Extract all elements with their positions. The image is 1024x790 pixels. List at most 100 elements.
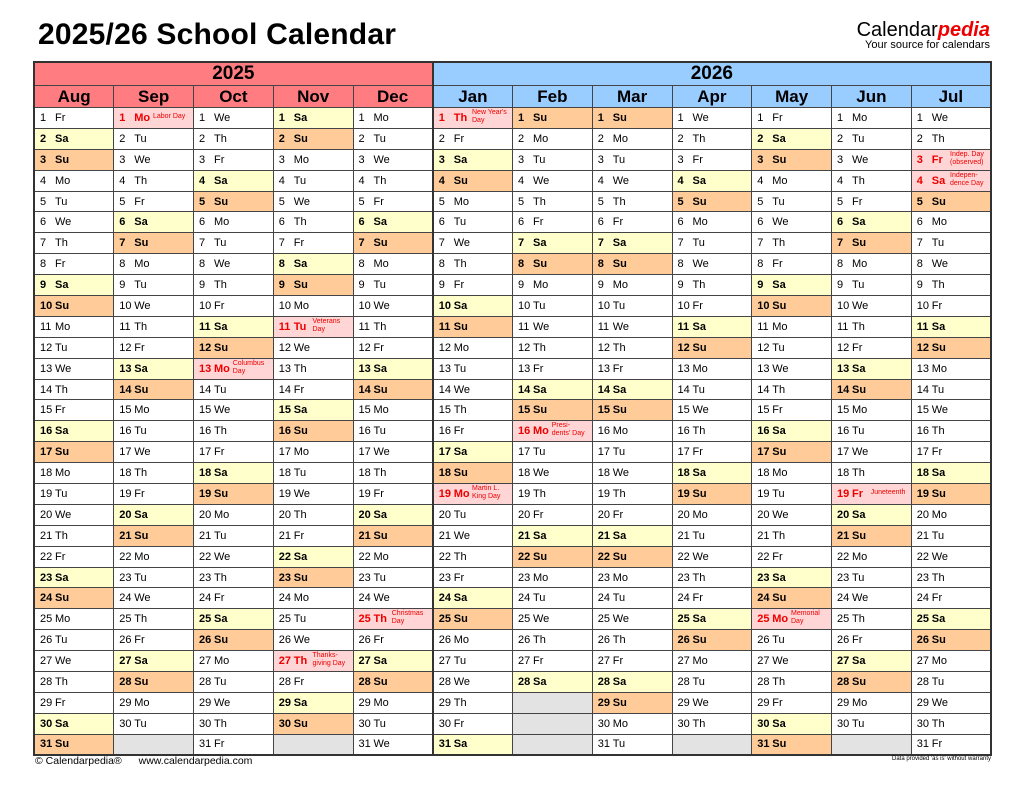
day-cell: 19 Su	[671, 483, 753, 505]
day-number: 9	[597, 279, 604, 292]
weekday: Su	[533, 404, 548, 417]
day-cell: 14 Tu	[193, 378, 274, 401]
day-number: 1	[518, 111, 525, 124]
day-cell: 30 Fr	[431, 712, 513, 735]
day-cell: 30 Tu	[831, 712, 912, 735]
day-number: 1	[677, 111, 684, 124]
day-cell: 7 Fr	[272, 232, 354, 255]
day-cell: 30 Th	[910, 712, 992, 735]
weekday: Fr	[55, 404, 66, 417]
weekday: Su	[55, 738, 70, 751]
day-cell: 2 Mo	[591, 127, 673, 150]
day-number: 10	[278, 299, 291, 312]
weekday: Fr	[533, 655, 544, 668]
day-cell: 15 We	[910, 399, 992, 422]
logo-tagline: Your source for calendars	[865, 39, 990, 51]
day-cell: 21 Th	[751, 524, 832, 547]
weekday: Tu	[134, 279, 147, 292]
day-number: 1	[358, 111, 365, 124]
calendarpedia-logo[interactable]: Calendarpedia Your source for calendars	[857, 20, 990, 51]
weekday: Su	[453, 467, 468, 480]
weekday: We	[931, 111, 949, 124]
day-cell: 7 Sa	[591, 232, 673, 255]
day-number: 6	[916, 216, 923, 229]
day-cell: 31 Fr	[910, 733, 992, 756]
day-number: 31	[199, 738, 212, 751]
day-number: 25	[837, 613, 850, 626]
day-number: 2	[518, 132, 525, 145]
day-cell: 2 Th	[910, 127, 992, 150]
day-number: 29	[199, 696, 212, 709]
weekday: We	[453, 237, 471, 250]
day-number: 6	[438, 216, 445, 229]
day-number: 30	[597, 717, 610, 730]
website-link[interactable]: www.calendarpedia.com	[138, 755, 253, 767]
day-cell: 23 Su	[272, 566, 354, 589]
day-cell: 7 Tu	[671, 232, 753, 255]
day-cell: 10 Su	[33, 295, 115, 317]
day-number: 20	[916, 508, 929, 521]
day-cell: 3 Su	[33, 148, 115, 171]
weekday: Tu	[134, 425, 147, 438]
day-cell: 10 We	[352, 295, 434, 317]
day-number: 12	[757, 341, 770, 354]
day-number: 27	[358, 655, 371, 668]
day-cell: 16 Mo	[591, 420, 673, 443]
day-cell: 11 Tu Veterans Day	[272, 315, 354, 338]
day-number: 8	[278, 258, 285, 271]
weekday: Su	[453, 320, 468, 333]
day-cell: 8 We	[910, 253, 992, 276]
weekday: Mo	[772, 174, 788, 187]
weekday: Sa	[852, 362, 866, 375]
day-cell: 27 We	[33, 650, 115, 673]
weekday: Su	[293, 571, 308, 584]
day-cell: 30 Sa	[33, 712, 115, 735]
day-cell: 29 Fr	[33, 691, 115, 714]
day-cell: 26 Fr	[831, 629, 912, 652]
weekday: Sa	[772, 571, 786, 584]
weekday: Sa	[55, 425, 69, 438]
day-number: 1	[438, 111, 445, 124]
day-cell: 29 We	[193, 691, 274, 714]
weekday: Fr	[293, 675, 305, 688]
day-cell: 6 Mo	[193, 211, 274, 234]
day-number: 20	[518, 508, 531, 521]
day-number: 27	[278, 655, 291, 668]
day-cell: 7 We	[431, 232, 513, 255]
weekday: Fr	[852, 487, 863, 500]
day-number: 21	[278, 529, 291, 542]
day-cell: 1 Th New Year's Day	[431, 107, 513, 129]
day-number: 30	[199, 717, 212, 730]
weekday: Tu	[612, 446, 626, 459]
day-cell: 16 Th	[193, 420, 274, 443]
weekday: Th	[692, 132, 706, 145]
weekday: Sa	[293, 111, 308, 124]
day-cell: 28 Tu	[193, 671, 274, 693]
day-cell: 29 Su	[591, 691, 673, 714]
day-number: 10	[757, 299, 770, 312]
day-cell: 20 Th	[272, 503, 354, 526]
weekday: We	[373, 738, 390, 751]
day-number: 22	[677, 550, 690, 563]
day-cell: 6 Fr	[591, 211, 673, 234]
day-cell: 23 Sa	[33, 566, 115, 589]
weekday: Th	[55, 237, 68, 250]
day-number: 26	[757, 634, 770, 647]
day-number: 3	[677, 153, 684, 166]
weekday: Th	[373, 467, 387, 480]
weekday: We	[533, 320, 550, 333]
day-cell: 15 We	[193, 399, 274, 422]
weekday: Tu	[692, 237, 705, 250]
day-cell: 14 Tu	[671, 378, 753, 401]
weekday: Tu	[692, 529, 705, 542]
weekday: Su	[293, 425, 308, 438]
day-cell: 19 Fr	[352, 483, 434, 505]
day-cell: 20 We	[751, 503, 832, 526]
calendar-row: 23 Sa 23 Tu 23 Th 23 Su 23 Tu 23 Fr 23 Mo 23 Mo 23 Th 23 Sa…	[33, 566, 992, 589]
weekday: Fr	[134, 195, 145, 208]
weekday: Mo	[373, 258, 389, 271]
weekday: Th	[612, 634, 626, 647]
weekday: Th	[931, 132, 945, 145]
day-cell: 7 Su	[831, 232, 912, 255]
calendar-row: 3 Su 3 We 3 Fr 3 Mo 3 We 3 Sa 3 Tu 3 Tu 3 Fr 3 Su 3 We 3 Fr Inde…	[33, 148, 992, 171]
